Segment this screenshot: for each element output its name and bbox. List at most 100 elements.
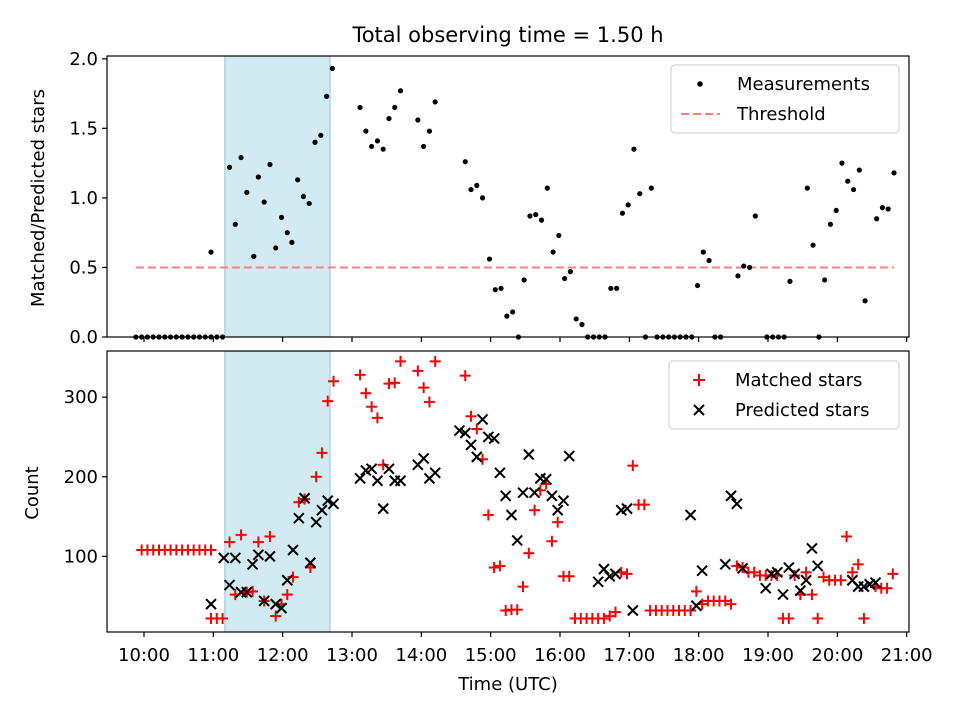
predicted-star-point [365, 463, 378, 475]
predicted-star-point [517, 486, 529, 499]
measurement-point [700, 249, 706, 255]
legend-label-threshold: Threshold [736, 104, 826, 125]
matched-star-point [494, 560, 506, 572]
x-tick-label: 14:00 [395, 645, 447, 666]
measurement-point [856, 167, 862, 173]
matched-star-point [310, 471, 322, 483]
top-y-tick-label: 0.5 [69, 257, 98, 278]
chart-title: Total observing time = 1.50 h [351, 23, 663, 47]
matched-star-point [783, 612, 795, 624]
bottom-legend-box [668, 360, 900, 430]
matched-star-point [360, 387, 372, 399]
legend-marker-measurements [697, 81, 703, 87]
predicted-star-point [725, 490, 737, 502]
bottom-y-ticks: 100 200 300 [64, 387, 107, 567]
predicted-star-point [241, 586, 253, 598]
predicted-star-point [459, 427, 471, 439]
predicted-star-point [205, 598, 217, 610]
matched-star-point [281, 589, 293, 601]
measurement-point [694, 282, 701, 289]
measurement-point [486, 256, 493, 262]
measurement-point [885, 206, 891, 212]
measurement-point [787, 278, 793, 284]
predicted-star-point [281, 574, 293, 586]
measurement-point [625, 202, 631, 208]
predicted-stars-layer [205, 413, 882, 617]
predicted-star-point [696, 564, 708, 577]
matched-star-point [690, 585, 702, 597]
matched-star-point [719, 595, 731, 607]
x-tick-label: 20:00 [811, 645, 863, 666]
measurement-point [746, 264, 753, 271]
measurement-point [538, 217, 545, 223]
predicted-star-point [298, 492, 311, 504]
measurement-point [735, 273, 741, 279]
predicted-star-point [354, 472, 366, 485]
x-axis-label: Time (UTC) [457, 674, 558, 695]
bottom-x-ticks: 10:00 11:00 12:00 13:00 14:00 15:00 16:00 17:00… [118, 632, 933, 666]
x-tick-label: 17:00 [603, 645, 655, 666]
predicted-star-point [252, 549, 265, 561]
measurement-point [255, 174, 261, 180]
predicted-star-point [609, 568, 622, 580]
predicted-star-point [621, 502, 633, 515]
top-y-tick-label: 1.5 [69, 118, 98, 139]
predicted-star-point [429, 467, 441, 479]
matched-star-point [418, 382, 430, 394]
measurement-point [261, 199, 267, 205]
measurement-point [306, 200, 312, 207]
legend-label-matched: Matched stars [735, 370, 862, 391]
matched-star-point [638, 499, 650, 511]
measurement-point [479, 195, 486, 201]
predicted-star-point [869, 576, 882, 589]
matched-star-point [223, 536, 235, 548]
x-tick-label: 13:00 [326, 645, 378, 666]
predicted-star-point [511, 534, 523, 547]
measurement-point [208, 249, 214, 255]
measurement-point [573, 316, 579, 322]
predicted-star-point [322, 494, 334, 507]
matched-star-point [377, 459, 389, 471]
matched-star-point [748, 566, 760, 578]
predicted-star-point [327, 498, 340, 510]
predicted-star-point [858, 580, 870, 593]
measurement-point [562, 275, 568, 282]
predicted-star-point [223, 579, 236, 591]
matched-star-point [552, 516, 564, 528]
predicted-star-point [471, 451, 483, 463]
matched-star-point [529, 504, 541, 516]
matched-stars-layer [136, 355, 899, 624]
measurement-point [862, 298, 868, 304]
measurement-point [631, 146, 637, 152]
matched-star-point [354, 369, 366, 381]
predicted-star-point [592, 576, 604, 588]
matched-star-point [217, 612, 229, 624]
matched-star-point [366, 401, 378, 413]
predicted-star-point [476, 413, 489, 426]
measurement-point [556, 232, 562, 239]
measurement-point [267, 161, 273, 168]
measurement-point [822, 277, 828, 283]
predicted-star-point [258, 595, 270, 607]
x-tick-label: 11:00 [187, 645, 239, 666]
predicted-star-point [777, 588, 789, 601]
measurement-point [244, 189, 250, 195]
predicted-star-point [218, 552, 230, 564]
matched-star-point [488, 562, 500, 574]
measurement-point [810, 242, 816, 248]
measurement-point [284, 230, 290, 236]
predicted-star-point [304, 557, 317, 569]
measurement-point [421, 143, 427, 150]
measurement-point [318, 132, 324, 138]
measurement-point [498, 285, 504, 291]
matched-star-point [264, 530, 276, 542]
measurement-point [323, 93, 330, 99]
top-legend-box [670, 64, 900, 134]
bottom-highlight-span [224, 350, 331, 633]
predicted-star-point [563, 450, 575, 462]
x-tick-label: 15:00 [465, 645, 517, 666]
measurement-point [232, 221, 238, 227]
matched-star-point [465, 410, 477, 422]
measurement-point [397, 88, 404, 94]
predicted-star-point [806, 542, 818, 555]
